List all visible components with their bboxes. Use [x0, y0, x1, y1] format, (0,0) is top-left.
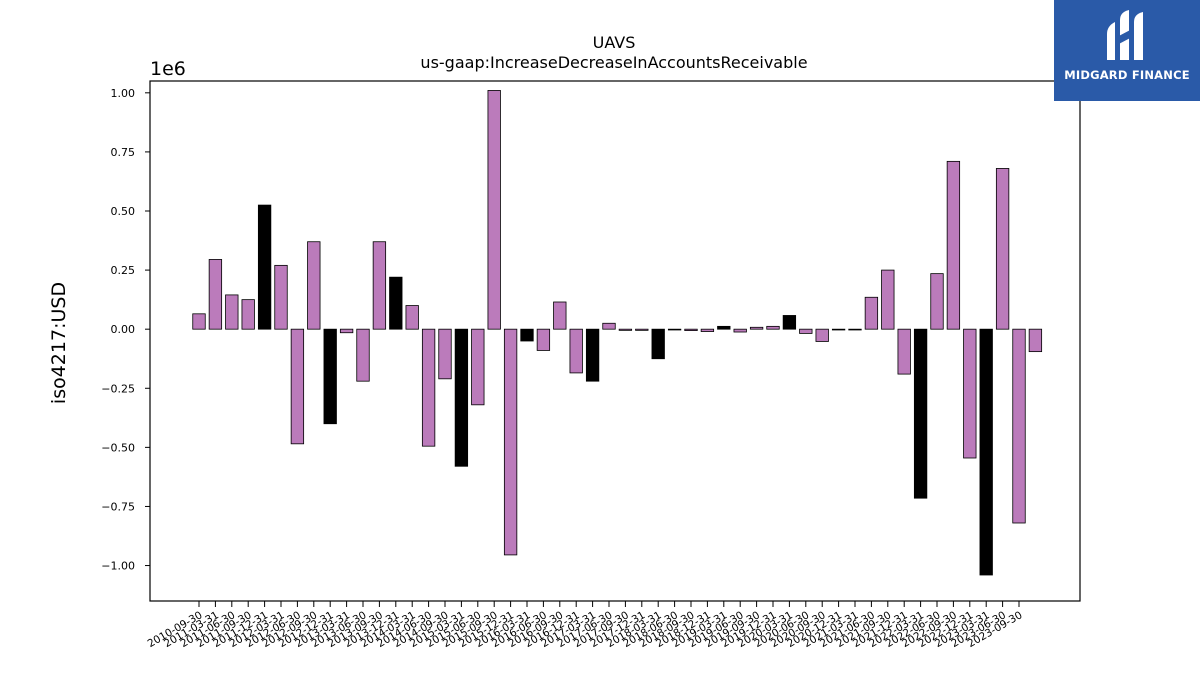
bar-16: [454, 328, 469, 467]
bar-7: [307, 241, 321, 330]
bar-10: [356, 328, 370, 382]
bar-12: [389, 276, 403, 330]
bar-51: [1028, 328, 1043, 353]
bar-2: [225, 294, 239, 330]
y-tick-label: −0.50: [101, 441, 135, 454]
y-tick-label: −0.25: [101, 382, 135, 395]
bar-36: [782, 315, 797, 330]
bar-9: [339, 328, 354, 334]
bar-14: [421, 328, 436, 447]
chart-title: UAVS: [593, 33, 636, 52]
bar-41: [864, 296, 879, 330]
bar-25: [602, 322, 616, 330]
bar-0: [192, 313, 206, 330]
bar-39: [831, 328, 846, 331]
midgard-m-icon: [1107, 10, 1143, 60]
bar-42: [881, 269, 895, 330]
bar-44: [913, 328, 928, 499]
bar-5: [274, 264, 288, 330]
chart-subtitle: us-gaap:IncreaseDecreaseInAccountsReceiv…: [420, 53, 807, 72]
bars-group: [192, 90, 1043, 576]
bar-24: [585, 328, 600, 382]
bar-48: [979, 328, 993, 576]
bar-20: [520, 328, 534, 342]
bar-30: [684, 328, 698, 331]
bar-27: [635, 328, 649, 331]
bar-46: [946, 160, 961, 330]
y-tick-label: 1.00: [111, 87, 136, 100]
bar-15: [438, 328, 452, 380]
bar-28: [651, 328, 665, 360]
bar-11: [372, 241, 387, 330]
bar-32: [717, 325, 731, 330]
bar-47: [963, 328, 977, 459]
y-tick-label: 0.00: [111, 323, 136, 336]
bar-43: [897, 328, 911, 375]
bar-37: [799, 328, 813, 334]
bar-23: [569, 328, 583, 374]
y-ticks-group: −1.00 −0.75 −0.50 −0.25 0.00 0.25 0.50 0.75 1.00: [101, 87, 150, 573]
logo-name: MIDGARD FINANCE: [1064, 68, 1190, 82]
bar-38: [815, 328, 829, 342]
bar-17: [471, 328, 485, 406]
y-tick-label: −0.75: [101, 500, 135, 513]
bar-3: [241, 299, 255, 330]
bar-8: [323, 328, 337, 425]
bar-29: [667, 328, 682, 331]
bar-33: [733, 328, 747, 333]
bar-31: [700, 328, 715, 332]
bar-40: [848, 328, 862, 331]
y-tick-label: −1.00: [101, 560, 135, 573]
bar-18: [487, 90, 501, 330]
bar-13: [405, 305, 419, 330]
x-ticks-group: 2010-09-302011-03-312011-06-302011-09-30…: [146, 601, 1025, 650]
bar-4: [257, 204, 272, 330]
bar-45: [930, 273, 944, 330]
bar-1: [208, 259, 223, 330]
bar-49: [995, 168, 1010, 330]
bar-34: [749, 326, 764, 330]
bar-26: [618, 328, 633, 331]
bar-22: [553, 301, 567, 330]
bar-50: [1012, 328, 1026, 524]
brand-logo: MIDGARD FINANCE: [1054, 0, 1200, 101]
bar-19: [503, 328, 518, 556]
y-offset-label: 1e6: [150, 58, 186, 80]
y-tick-label: 0.25: [111, 264, 136, 277]
y-tick-label: 0.50: [111, 205, 136, 218]
bar-35: [766, 325, 780, 330]
y-tick-label: 0.75: [111, 146, 136, 159]
bar-6: [290, 328, 305, 445]
y-axis-label: iso4217:USD: [48, 282, 70, 404]
bar-21: [536, 328, 551, 351]
plot-frame: [149, 80, 1081, 602]
